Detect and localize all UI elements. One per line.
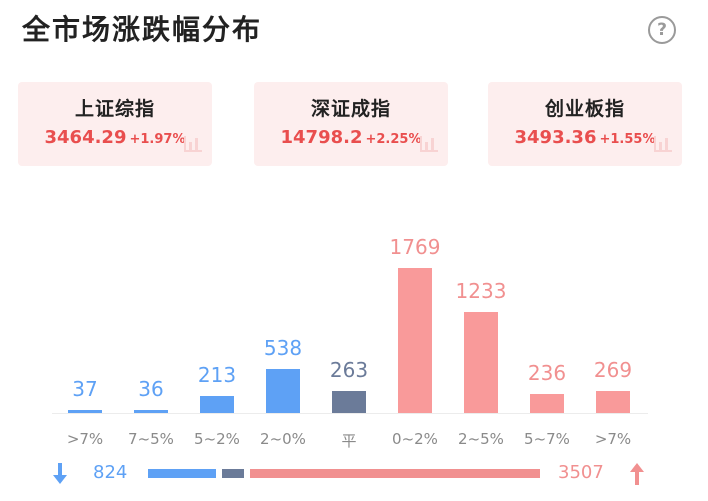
index-card-chinext[interactable]: 创业板指 3493.36 +1.55% <box>488 82 682 166</box>
index-change: +1.97% <box>129 132 186 147</box>
bar-3[interactable] <box>266 368 300 413</box>
up-count: 3507 <box>558 462 604 483</box>
chart-watermark-icon <box>420 136 438 152</box>
bar-value-label: 538 <box>263 335 303 360</box>
bar-1[interactable] <box>134 410 168 413</box>
bar-value-label: 37 <box>72 376 98 401</box>
flat-segment <box>222 469 244 478</box>
index-cards: 上证综指 3464.29 +1.97% 深证成指 14798.2 +2.25% 创业… <box>18 82 690 166</box>
arrow-up-icon <box>630 463 644 485</box>
page-title: 全市场涨跌幅分布 <box>22 13 263 46</box>
help-icon[interactable]: ? <box>648 16 676 44</box>
bar-5[interactable] <box>398 268 432 413</box>
index-card-shenzhen[interactable]: 深证成指 14798.2 +2.25% <box>254 82 448 166</box>
index-values: 3464.29 +1.97% <box>18 127 212 148</box>
bar-value-label: 236 <box>527 360 567 385</box>
category-label: 2~5% <box>458 430 504 448</box>
index-price: 3493.36 <box>514 127 597 148</box>
category-label: 平 <box>341 432 357 450</box>
index-values: 3493.36 +1.55% <box>488 127 682 148</box>
bar-value-label: 263 <box>329 358 369 383</box>
bar-8[interactable] <box>596 390 630 413</box>
arrow-down-icon <box>53 463 67 485</box>
up-segment <box>249 469 540 478</box>
category-label: 2~0% <box>260 430 306 448</box>
chart-watermark-icon <box>654 136 672 152</box>
index-card-shanghai[interactable]: 上证综指 3464.29 +1.97% <box>18 82 212 166</box>
index-price: 14798.2 <box>280 127 363 148</box>
index-values: 14798.2 +2.25% <box>254 127 448 148</box>
index-name: 创业板指 <box>544 98 625 120</box>
bar-value-label: 1769 <box>389 235 441 259</box>
bar-2[interactable] <box>200 395 234 413</box>
bar-value-label: 213 <box>197 362 237 387</box>
category-label: >7% <box>594 430 632 448</box>
down-count: 824 <box>93 462 128 483</box>
category-label: 5~2% <box>194 430 240 448</box>
category-label: 0~2% <box>392 430 438 448</box>
index-name: 深证成指 <box>310 98 391 120</box>
index-name: 上证综指 <box>74 98 155 120</box>
index-price: 3464.29 <box>44 127 127 148</box>
index-change: +2.25% <box>365 132 422 147</box>
category-label: >7% <box>66 430 104 448</box>
bar-value-label: 36 <box>138 377 164 401</box>
chart-watermark-icon <box>184 136 202 152</box>
bar-4[interactable] <box>332 391 366 413</box>
category-label: 7~5% <box>128 430 174 448</box>
bar-6[interactable] <box>464 311 498 413</box>
category-label: 5~7% <box>524 430 570 448</box>
bar-value-label: 1233 <box>455 278 507 303</box>
index-change: +1.55% <box>599 132 656 147</box>
down-segment <box>148 469 217 478</box>
bar-0[interactable] <box>68 409 102 413</box>
chart-baseline <box>52 413 648 414</box>
bar-value-label: 269 <box>593 357 633 382</box>
bar-7[interactable] <box>530 393 564 413</box>
